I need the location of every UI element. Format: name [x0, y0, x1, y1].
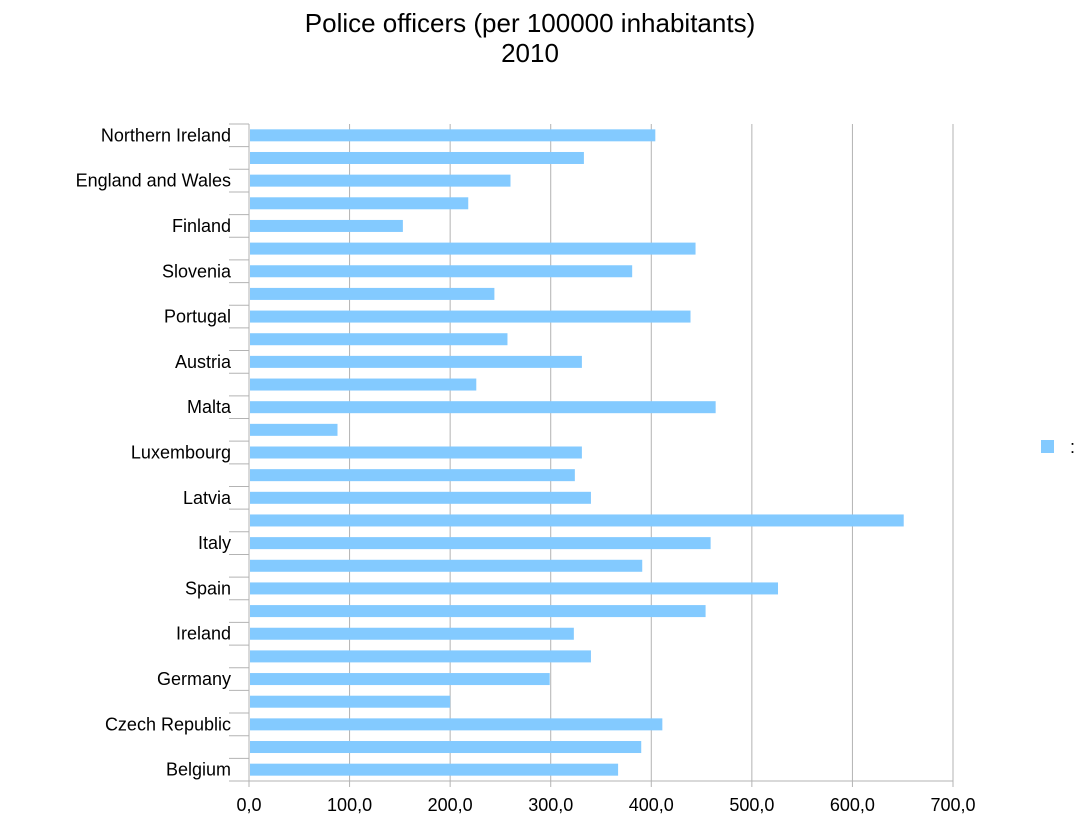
x-tick-label: 300,0 [528, 795, 573, 815]
bar [250, 446, 582, 459]
bar [250, 265, 633, 278]
bar [250, 559, 643, 572]
bar [250, 627, 574, 640]
category-label: England and Wales [76, 171, 231, 191]
category-label: Latvia [183, 488, 232, 508]
x-tick-label: 400,0 [629, 795, 674, 815]
bar [250, 763, 619, 776]
bar [250, 378, 477, 391]
bar [250, 174, 511, 187]
bar [250, 741, 642, 754]
category-label: Finland [172, 216, 231, 236]
x-tick-label: 700,0 [930, 795, 975, 815]
category-labels: Belgium Czech Republic Germany Ireland Spain… [76, 125, 232, 779]
category-label: Belgium [166, 760, 231, 780]
bar [250, 242, 696, 255]
legend-swatch [1041, 440, 1054, 453]
bar [250, 355, 582, 368]
bar [250, 219, 403, 232]
bars [250, 129, 904, 776]
bar [250, 491, 591, 504]
bar [250, 333, 508, 346]
bar [250, 514, 904, 527]
bar [250, 197, 469, 210]
bar [250, 129, 656, 142]
category-label: Austria [175, 352, 232, 372]
category-label: Spain [185, 578, 231, 598]
bar [250, 673, 550, 686]
axes [229, 123, 954, 787]
bar [250, 718, 663, 731]
bar [250, 287, 495, 300]
bar [250, 605, 706, 618]
category-label: Germany [157, 669, 231, 689]
x-tick-label: 200,0 [428, 795, 473, 815]
x-tick-label: 100,0 [327, 795, 372, 815]
category-label: Czech Republic [105, 714, 231, 734]
category-label: Ireland [176, 624, 231, 644]
bar [250, 650, 591, 663]
legend-label: : [1070, 437, 1075, 457]
bar [250, 423, 338, 436]
category-label: Italy [198, 533, 231, 553]
x-tick-label: 0,0 [236, 795, 261, 815]
chart-subtitle: 2010 [501, 38, 559, 68]
bar [250, 151, 584, 164]
x-tick-label: 600,0 [830, 795, 875, 815]
bar [250, 582, 779, 595]
x-tick-labels: 0,0 100,0 200,0 300,0 400,0 500,0 600,0 700,0 [236, 795, 975, 815]
bar [250, 401, 716, 414]
bar [250, 695, 451, 708]
category-label: Luxembourg [131, 443, 231, 463]
bar [250, 310, 691, 323]
category-label: Malta [187, 397, 232, 417]
x-tick-label: 500,0 [729, 795, 774, 815]
chart-title: Police officers (per 100000 inhabitants) [304, 8, 756, 38]
category-label: Northern Ireland [101, 125, 231, 145]
category-label: Slovenia [162, 261, 232, 281]
category-label: Portugal [164, 307, 231, 327]
bar [250, 537, 711, 550]
chart-title-block: Police officers (per 100000 inhabitants)… [0, 8, 1060, 68]
bar [250, 469, 575, 482]
legend: : [1041, 437, 1075, 457]
